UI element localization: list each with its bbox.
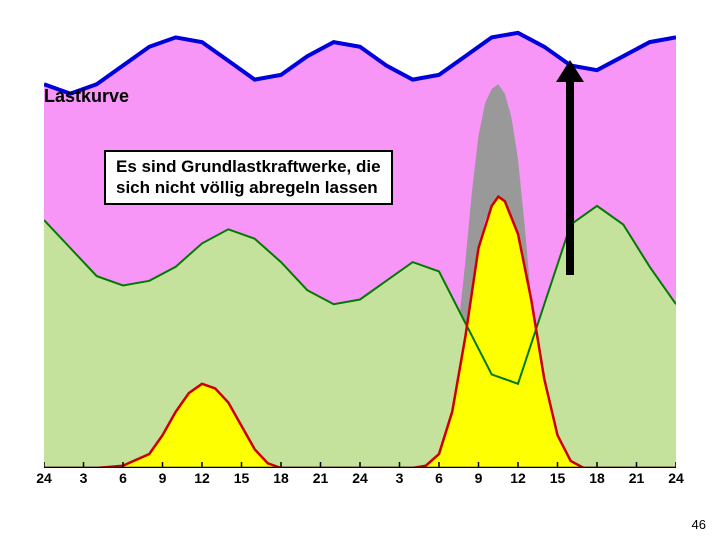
x-tick-label: 3: [80, 470, 88, 486]
x-tick-label: 15: [550, 470, 566, 486]
lastkurve-text: Lastkurve: [44, 86, 129, 106]
x-tick-label: 3: [396, 470, 404, 486]
x-tick-label: 6: [119, 470, 127, 486]
x-tick-label: 21: [313, 470, 329, 486]
x-tick-label: 6: [435, 470, 443, 486]
upward-arrow: [556, 60, 584, 275]
arrow-shaft: [566, 82, 574, 275]
caption-line-1: Es sind Grundlastkraftwerke, die: [116, 156, 381, 177]
x-tick-label: 12: [194, 470, 210, 486]
caption-box: Es sind Grundlastkraftwerke, die sich ni…: [104, 150, 393, 205]
lastkurve-label: Lastkurve: [44, 86, 129, 107]
arrow-head-icon: [556, 60, 584, 82]
x-tick-label: 24: [352, 470, 368, 486]
x-tick-label: 18: [589, 470, 605, 486]
caption-line-2: sich nicht völlig abregeln lassen: [116, 177, 381, 198]
x-tick-label: 9: [159, 470, 167, 486]
x-tick-label: 12: [510, 470, 526, 486]
x-axis-labels: 2436912151821243691215182124: [44, 470, 676, 490]
x-tick-label: 18: [273, 470, 289, 486]
x-tick-label: 24: [668, 470, 684, 486]
x-tick-label: 24: [36, 470, 52, 486]
x-tick-label: 15: [234, 470, 250, 486]
x-tick-label: 9: [475, 470, 483, 486]
x-tick-label: 21: [629, 470, 645, 486]
page-number: 46: [692, 517, 706, 532]
